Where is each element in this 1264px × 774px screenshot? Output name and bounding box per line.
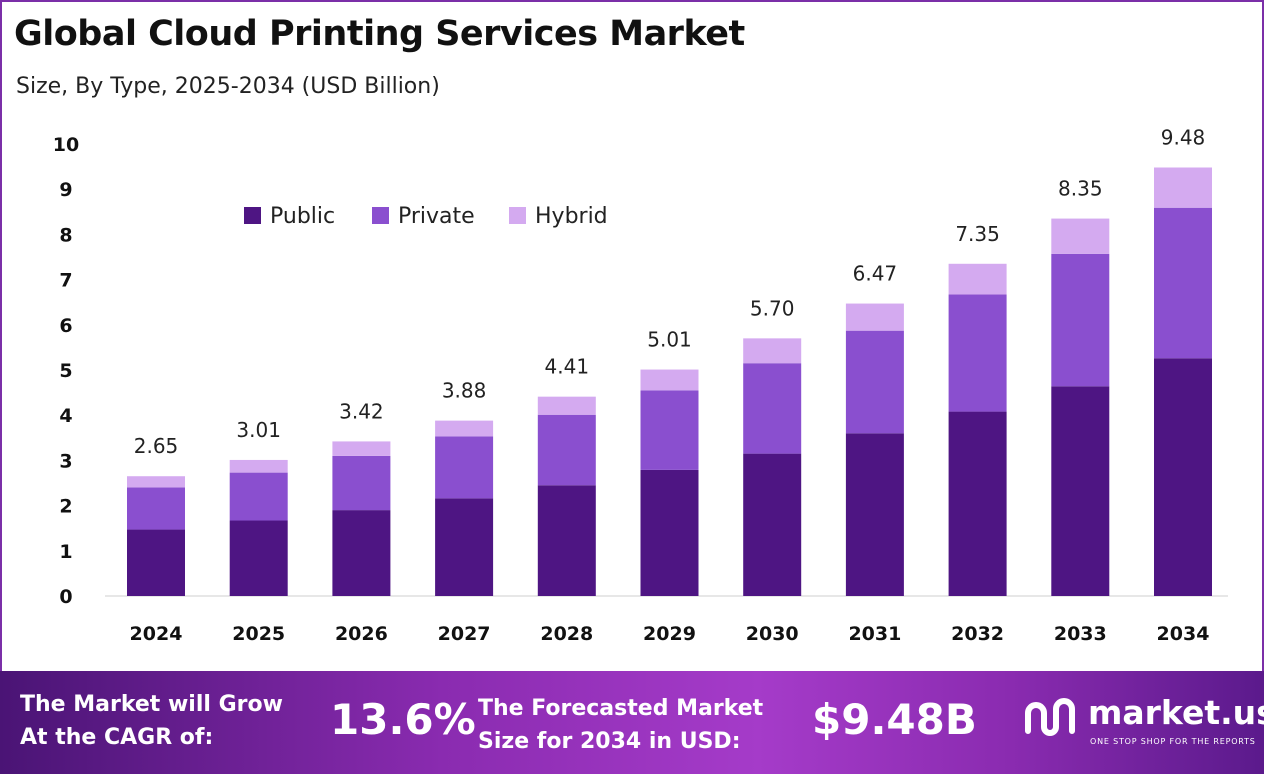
forecast-label-line1: The Forecasted Market [478, 696, 764, 721]
y-tick-label: 1 [59, 541, 72, 563]
x-tick-label: 2030 [746, 623, 799, 645]
x-tick-label: 2028 [540, 623, 593, 645]
bar-segment-private [435, 436, 494, 499]
bar-segment-private [640, 390, 699, 470]
market-us-logo-icon [1025, 698, 1075, 736]
bar-segment-public [948, 411, 1007, 596]
legend-label-hybrid: Hybrid [535, 204, 608, 229]
y-tick-label: 6 [59, 315, 72, 337]
x-tick-label: 2024 [130, 623, 183, 645]
bar-segment-private [948, 294, 1007, 412]
bar-segment-public [229, 520, 288, 596]
bar-segment-private [1154, 207, 1212, 359]
y-tick-label: 0 [59, 586, 72, 608]
x-tick-label: 2033 [1054, 623, 1107, 645]
data-label-total: 2.65 [134, 434, 179, 458]
y-tick-label: 10 [53, 134, 79, 156]
bar-segment-private [537, 414, 596, 486]
x-tick-label: 2026 [335, 623, 388, 645]
data-label-total: 3.01 [236, 418, 281, 442]
bar-segment-hybrid [948, 263, 1007, 295]
chart-title: Global Cloud Printing Services Market [14, 14, 745, 54]
legend-swatch-public [244, 207, 261, 224]
cagr-label-line2: At the CAGR of: [20, 725, 214, 750]
bar-segment-hybrid [743, 338, 802, 364]
cagr-value: 13.6% [330, 695, 476, 744]
brand-tagline: ONE STOP SHOP FOR THE REPORTS [1090, 737, 1256, 746]
data-label-total: 6.47 [853, 262, 898, 286]
bar-segment-public [845, 433, 904, 596]
cagr-label-line1: The Market will Grow [20, 692, 283, 717]
legend-swatch-hybrid [509, 207, 526, 224]
bar-segment-public [1051, 386, 1110, 596]
y-tick-label: 8 [59, 224, 72, 246]
stacked-bar-chart: 0 1 2 3 4 5 6 7 8 9 10 2.65 2024 3.01 2025 3.42 2026 3.88… [53, 126, 1228, 645]
bar-segment-hybrid [229, 459, 288, 473]
brand-name: market.us [1088, 693, 1264, 732]
bar-segment-private [332, 455, 391, 511]
y-tick-label: 2 [59, 496, 72, 518]
bar-segment-hybrid [537, 396, 596, 415]
y-tick-label: 7 [59, 270, 72, 292]
x-tick-label: 2031 [848, 623, 901, 645]
data-label-total: 9.48 [1161, 126, 1206, 150]
data-label-total: 3.88 [442, 379, 487, 403]
bar-segment-hybrid [1154, 167, 1212, 208]
forecast-value: $9.48B [812, 695, 977, 744]
legend-label-private: Private [398, 204, 475, 229]
bar-segment-hybrid [1051, 218, 1110, 254]
footer-banner: The Market will Grow At the CAGR of: 13.… [0, 671, 1264, 774]
x-tick-label: 2029 [643, 623, 696, 645]
bar-segment-private [1051, 253, 1110, 387]
data-label-total: 8.35 [1058, 177, 1103, 201]
chart-subtitle: Size, By Type, 2025-2034 (USD Billion) [16, 74, 440, 99]
cagr-label: The Market will Grow At the CAGR of: [20, 688, 283, 754]
y-tick-label: 4 [59, 405, 72, 427]
bar-segment-hybrid [640, 369, 699, 391]
y-tick-label: 3 [59, 450, 72, 472]
bar-segment-public [640, 469, 699, 596]
forecast-label: The Forecasted Market Size for 2034 in U… [478, 692, 763, 758]
bar-segment-public [537, 485, 596, 596]
x-tick-label: 2034 [1157, 623, 1210, 645]
bar-segment-hybrid [127, 476, 185, 488]
bar-segment-hybrid [435, 420, 494, 437]
bar-segment-private [127, 487, 185, 530]
bar-segment-hybrid [332, 441, 391, 456]
y-tick-label: 9 [59, 179, 72, 201]
bar-segment-public [435, 498, 494, 596]
x-tick-label: 2027 [438, 623, 491, 645]
x-tick-label: 2025 [232, 623, 285, 645]
bar-segment-private [229, 472, 288, 521]
bar-segment-private [743, 363, 802, 454]
data-label-total: 3.42 [339, 399, 384, 423]
bar-segment-public [1154, 358, 1212, 596]
legend-swatch-private [372, 207, 389, 224]
bar-segment-public [743, 453, 802, 596]
legend-label-public: Public [270, 204, 335, 229]
x-tick-label: 2032 [951, 623, 1004, 645]
data-label-total: 5.01 [647, 328, 692, 352]
data-label-total: 4.41 [545, 355, 590, 379]
data-label-total: 5.70 [750, 296, 795, 320]
bar-segment-public [127, 529, 185, 596]
forecast-label-line2: Size for 2034 in USD: [478, 729, 741, 754]
data-label-total: 7.35 [955, 222, 1000, 246]
bar-segment-public [332, 510, 391, 596]
bar-segment-private [845, 330, 904, 434]
y-tick-label: 5 [59, 360, 72, 382]
bar-segment-hybrid [845, 303, 904, 331]
